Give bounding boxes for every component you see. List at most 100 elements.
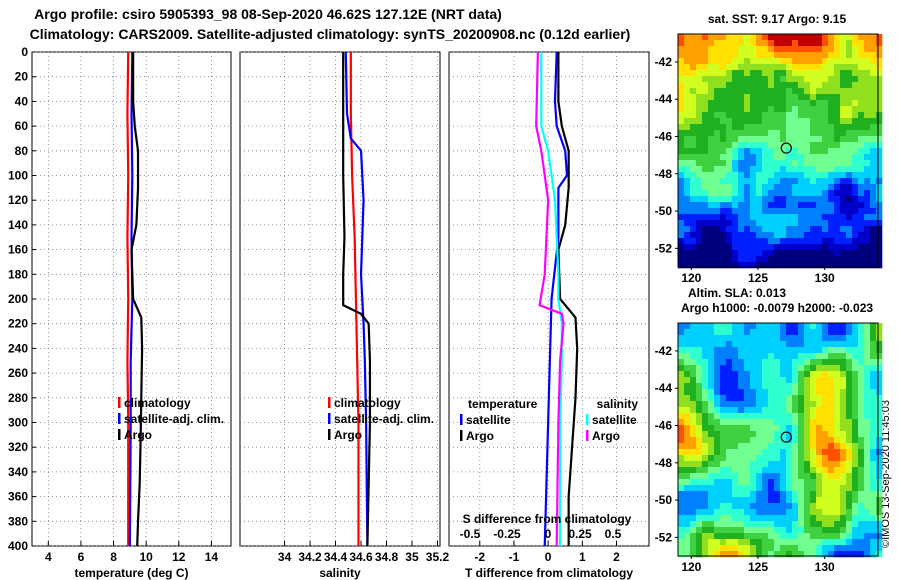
map-cell xyxy=(690,353,697,360)
map-cell xyxy=(768,166,775,173)
map-cell xyxy=(780,172,787,179)
map-cell xyxy=(702,401,709,408)
map-cell xyxy=(768,527,775,534)
map-cell xyxy=(708,401,715,408)
map-cell xyxy=(834,479,841,486)
map-cell xyxy=(840,383,847,390)
map-cell xyxy=(786,485,793,492)
map-cell xyxy=(684,88,691,95)
map-cell xyxy=(822,214,829,221)
map-cell xyxy=(786,503,793,510)
map-cell xyxy=(870,148,877,155)
map-cell xyxy=(864,485,871,492)
map-cell xyxy=(786,238,793,245)
map-cell xyxy=(840,503,847,510)
map-cell xyxy=(756,166,763,173)
map-cell xyxy=(756,154,763,161)
map-cell xyxy=(690,521,697,528)
map-cell xyxy=(846,178,853,185)
map-cell xyxy=(708,58,715,65)
map-cell xyxy=(852,431,859,438)
map-cell xyxy=(714,371,721,378)
map-cell xyxy=(864,178,871,185)
map-cell xyxy=(696,359,703,366)
map-cell xyxy=(870,34,877,41)
map-cell xyxy=(816,509,823,516)
map-cell xyxy=(816,389,823,396)
map-cell xyxy=(678,467,685,474)
map-cell xyxy=(750,118,757,125)
map-cell xyxy=(708,100,715,107)
map-cell xyxy=(786,545,793,552)
map-cell xyxy=(744,118,751,125)
map-cell xyxy=(726,202,733,209)
map-cell xyxy=(822,389,829,396)
map-cell xyxy=(786,232,793,239)
map-cell xyxy=(738,545,745,552)
map-cell xyxy=(870,232,877,239)
map-cell xyxy=(720,184,727,191)
map-cell xyxy=(726,184,733,191)
map-cell xyxy=(690,431,697,438)
map-cell xyxy=(720,172,727,179)
map-cell xyxy=(750,154,757,161)
map-cell xyxy=(762,449,769,456)
map-cell xyxy=(702,515,709,522)
map-cell xyxy=(828,52,835,59)
map-cell xyxy=(846,226,853,233)
map-cell xyxy=(678,52,685,59)
map-cell xyxy=(726,341,733,348)
map-cell xyxy=(846,172,853,179)
map-cell xyxy=(876,232,883,239)
map-cell xyxy=(864,341,871,348)
map-cell xyxy=(822,58,829,65)
map-cell xyxy=(720,365,727,372)
map-cell xyxy=(828,413,835,420)
map-cell xyxy=(684,232,691,239)
map-cell xyxy=(876,58,883,65)
map-cell xyxy=(816,473,823,480)
map-cell xyxy=(780,52,787,59)
map-cell xyxy=(738,539,745,546)
map-cell xyxy=(804,76,811,83)
map-cell xyxy=(744,479,751,486)
map-cell xyxy=(696,46,703,53)
map-cell xyxy=(804,64,811,71)
map-cell xyxy=(732,58,739,65)
map-cell xyxy=(690,52,697,59)
map-cell xyxy=(792,545,799,552)
map-cell xyxy=(762,88,769,95)
map-cell xyxy=(774,521,781,528)
map-cell xyxy=(840,148,847,155)
map-cell xyxy=(828,184,835,191)
map-cell xyxy=(696,443,703,450)
map-cell xyxy=(738,467,745,474)
map-cell xyxy=(816,58,823,65)
map-cell xyxy=(834,371,841,378)
map-cell xyxy=(858,509,865,516)
map-cell xyxy=(846,214,853,221)
map-cell xyxy=(828,389,835,396)
map-cell xyxy=(738,461,745,468)
map-cell xyxy=(870,64,877,71)
map-cell xyxy=(714,226,721,233)
map-cell xyxy=(780,208,787,215)
map-cell xyxy=(840,58,847,65)
map-cell xyxy=(792,256,799,263)
map-cell xyxy=(684,371,691,378)
map-cell xyxy=(702,341,709,348)
map-cell xyxy=(720,479,727,486)
map-cell xyxy=(816,154,823,161)
map-cell xyxy=(840,34,847,41)
map-cell xyxy=(684,106,691,113)
map-cell xyxy=(822,395,829,402)
map-cell xyxy=(678,184,685,191)
map-cell xyxy=(732,100,739,107)
map-cell xyxy=(768,238,775,245)
legend-swatch xyxy=(328,413,331,424)
map-cell xyxy=(738,112,745,119)
map-cell xyxy=(756,202,763,209)
map-cell xyxy=(870,491,877,498)
map-cell xyxy=(810,256,817,263)
map-cell xyxy=(744,184,751,191)
